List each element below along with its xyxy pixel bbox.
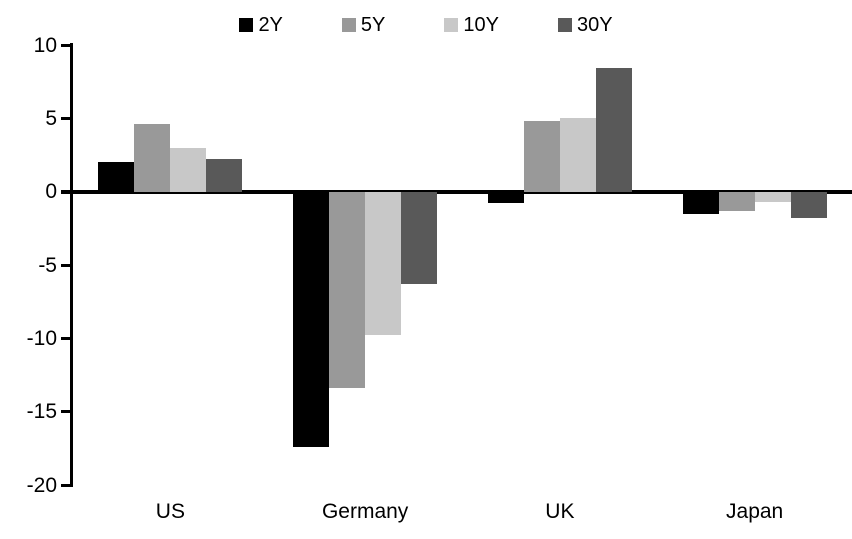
y-axis-tick-10 — [61, 43, 73, 47]
category-label-japan: Japan — [726, 500, 784, 523]
legend-swatch-icon-5y — [341, 18, 356, 32]
bar-japan-10y — [754, 191, 791, 202]
bar-uk-5y — [523, 121, 560, 192]
y-axis-tick-label-5: 5 — [45, 106, 57, 130]
legend-item-5y: 5Y — [341, 14, 386, 36]
category-label-us: US — [155, 500, 185, 523]
y-axis-tick-5 — [61, 116, 73, 120]
legend-label-5y: 5Y — [360, 14, 386, 36]
y-axis-tick--15 — [61, 410, 73, 414]
legend-item-10y: 10Y — [444, 15, 499, 35]
bar-germany-2y — [293, 191, 330, 447]
y-axis-tick--5 — [61, 263, 73, 267]
bar-us-2y — [98, 162, 135, 192]
bar-us-30y — [206, 159, 243, 192]
y-axis-tick-label--10: -10 — [26, 326, 57, 350]
legend-swatch-icon-30y — [557, 18, 572, 32]
y-axis-tick-label--15: -15 — [26, 400, 57, 424]
bar-japan-5y — [718, 191, 755, 211]
y-axis-tick--10 — [61, 336, 73, 340]
legend-label-10y: 10Y — [463, 14, 499, 36]
y-axis-tick-label-0: 0 — [45, 180, 57, 204]
y-axis-tick--20 — [61, 483, 73, 487]
legend-label-2y: 2Y — [258, 14, 283, 36]
bar-uk-30y — [595, 68, 632, 192]
bar-us-5y — [134, 124, 171, 192]
bar-japan-30y — [790, 191, 827, 219]
bar-japan-2y — [682, 191, 719, 214]
y-axis-tick-label-10: 10 — [33, 33, 57, 57]
x-axis-zero-line — [61, 189, 852, 194]
category-label-uk: UK — [545, 500, 575, 523]
legend-swatch-icon-10y — [444, 18, 459, 32]
bar-germany-5y — [329, 191, 366, 389]
legend-item-30y: 30Y — [557, 14, 613, 36]
bar-us-10y — [170, 147, 207, 192]
y-axis-tick-label--5: -5 — [38, 253, 57, 277]
legend-label-30y: 30Y — [576, 14, 613, 36]
bar-germany-30y — [401, 191, 438, 285]
legend: 2Y 5Y 10Y 30Y — [0, 15, 852, 35]
category-label-germany: Germany — [321, 500, 409, 523]
legend-item-2y: 2Y — [239, 14, 283, 36]
bar-germany-10y — [365, 191, 402, 336]
bar-uk-2y — [487, 191, 524, 204]
bar-uk-10y — [559, 118, 596, 192]
y-axis-tick-label--20: -20 — [26, 473, 57, 497]
legend-swatch-icon-2y — [239, 18, 254, 32]
